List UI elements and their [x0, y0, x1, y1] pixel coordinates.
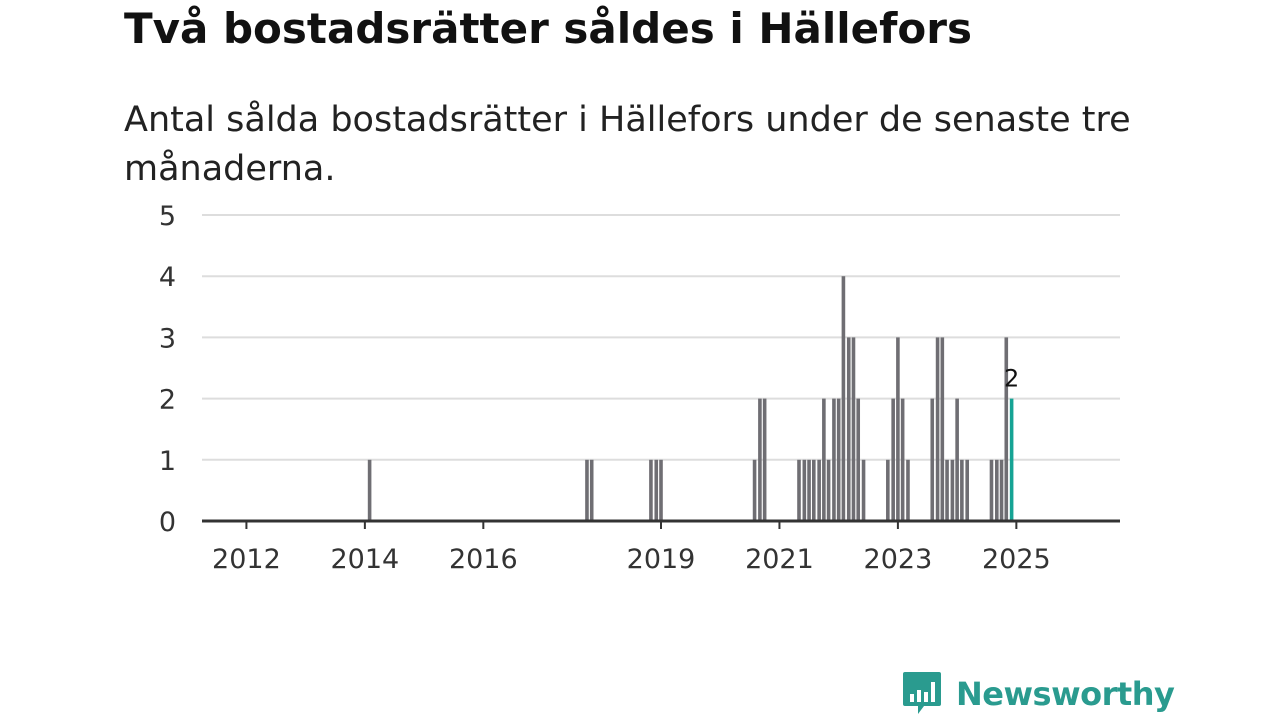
bar [758, 398, 762, 521]
bar [812, 459, 816, 521]
x-tick-label: 2023 [864, 544, 933, 575]
gridlines [202, 214, 1120, 461]
x-tick-label: 2012 [212, 544, 281, 575]
bar [940, 337, 945, 521]
bar [861, 459, 866, 521]
newsworthy-logo-icon [903, 672, 941, 714]
bars [367, 276, 1014, 521]
chart-subtitle: Antal sålda bostadsrätter i Hällefors un… [124, 100, 1131, 189]
x-tick-label: 2025 [982, 544, 1051, 575]
bar [762, 398, 767, 521]
y-tick-label: 3 [159, 323, 176, 354]
x-tick-label: 2021 [745, 544, 814, 575]
brand-name: Newsworthy [956, 675, 1175, 713]
bar [817, 459, 821, 521]
bar-highlight [1009, 398, 1014, 521]
y-axis-ticks: 0 1 2 3 4 5 [159, 201, 176, 538]
bar [950, 459, 955, 521]
y-tick-label: 2 [159, 385, 176, 416]
bar [886, 459, 890, 521]
bar [955, 398, 959, 521]
brand-logo: Newsworthy [902, 670, 1175, 718]
bar [654, 459, 659, 521]
y-tick-label: 5 [159, 201, 176, 232]
bar [891, 398, 895, 521]
x-axis-ticks: 2012 2014 2016 2019 2021 2023 2025 [212, 521, 1051, 575]
bar-value-label: 2 [1004, 365, 1019, 393]
bar [802, 459, 807, 521]
y-tick-label: 0 [159, 507, 176, 538]
bar [960, 459, 964, 521]
bar [999, 459, 1004, 521]
y-tick-label: 4 [159, 262, 176, 293]
bar [900, 398, 905, 521]
bar [896, 337, 900, 521]
bar [841, 276, 846, 521]
bar [649, 459, 653, 521]
bar [585, 459, 589, 521]
bar [935, 337, 940, 521]
y-tick-label: 1 [159, 446, 176, 477]
bar [659, 459, 663, 521]
bar [752, 459, 757, 521]
bar [797, 459, 801, 521]
bar [906, 459, 910, 521]
bar [832, 398, 836, 521]
bar [989, 459, 994, 521]
bar [826, 459, 831, 521]
bar [965, 459, 969, 521]
bar [836, 398, 841, 521]
x-tick-label: 2019 [627, 544, 696, 575]
bar [851, 337, 856, 521]
bar [856, 398, 861, 521]
bar [846, 337, 851, 521]
bar [945, 459, 949, 521]
x-tick-label: 2016 [449, 544, 518, 575]
chart-title: Två bostadsrätter såldes i Hällefors [124, 4, 972, 53]
bar [807, 459, 811, 521]
bar [930, 398, 935, 521]
bar [367, 459, 372, 521]
data-labels: 2 [1004, 365, 1019, 393]
bar [1004, 337, 1009, 521]
bar [822, 398, 826, 521]
x-tick-label: 2014 [331, 544, 400, 575]
bar [589, 459, 594, 521]
bar [995, 459, 999, 521]
